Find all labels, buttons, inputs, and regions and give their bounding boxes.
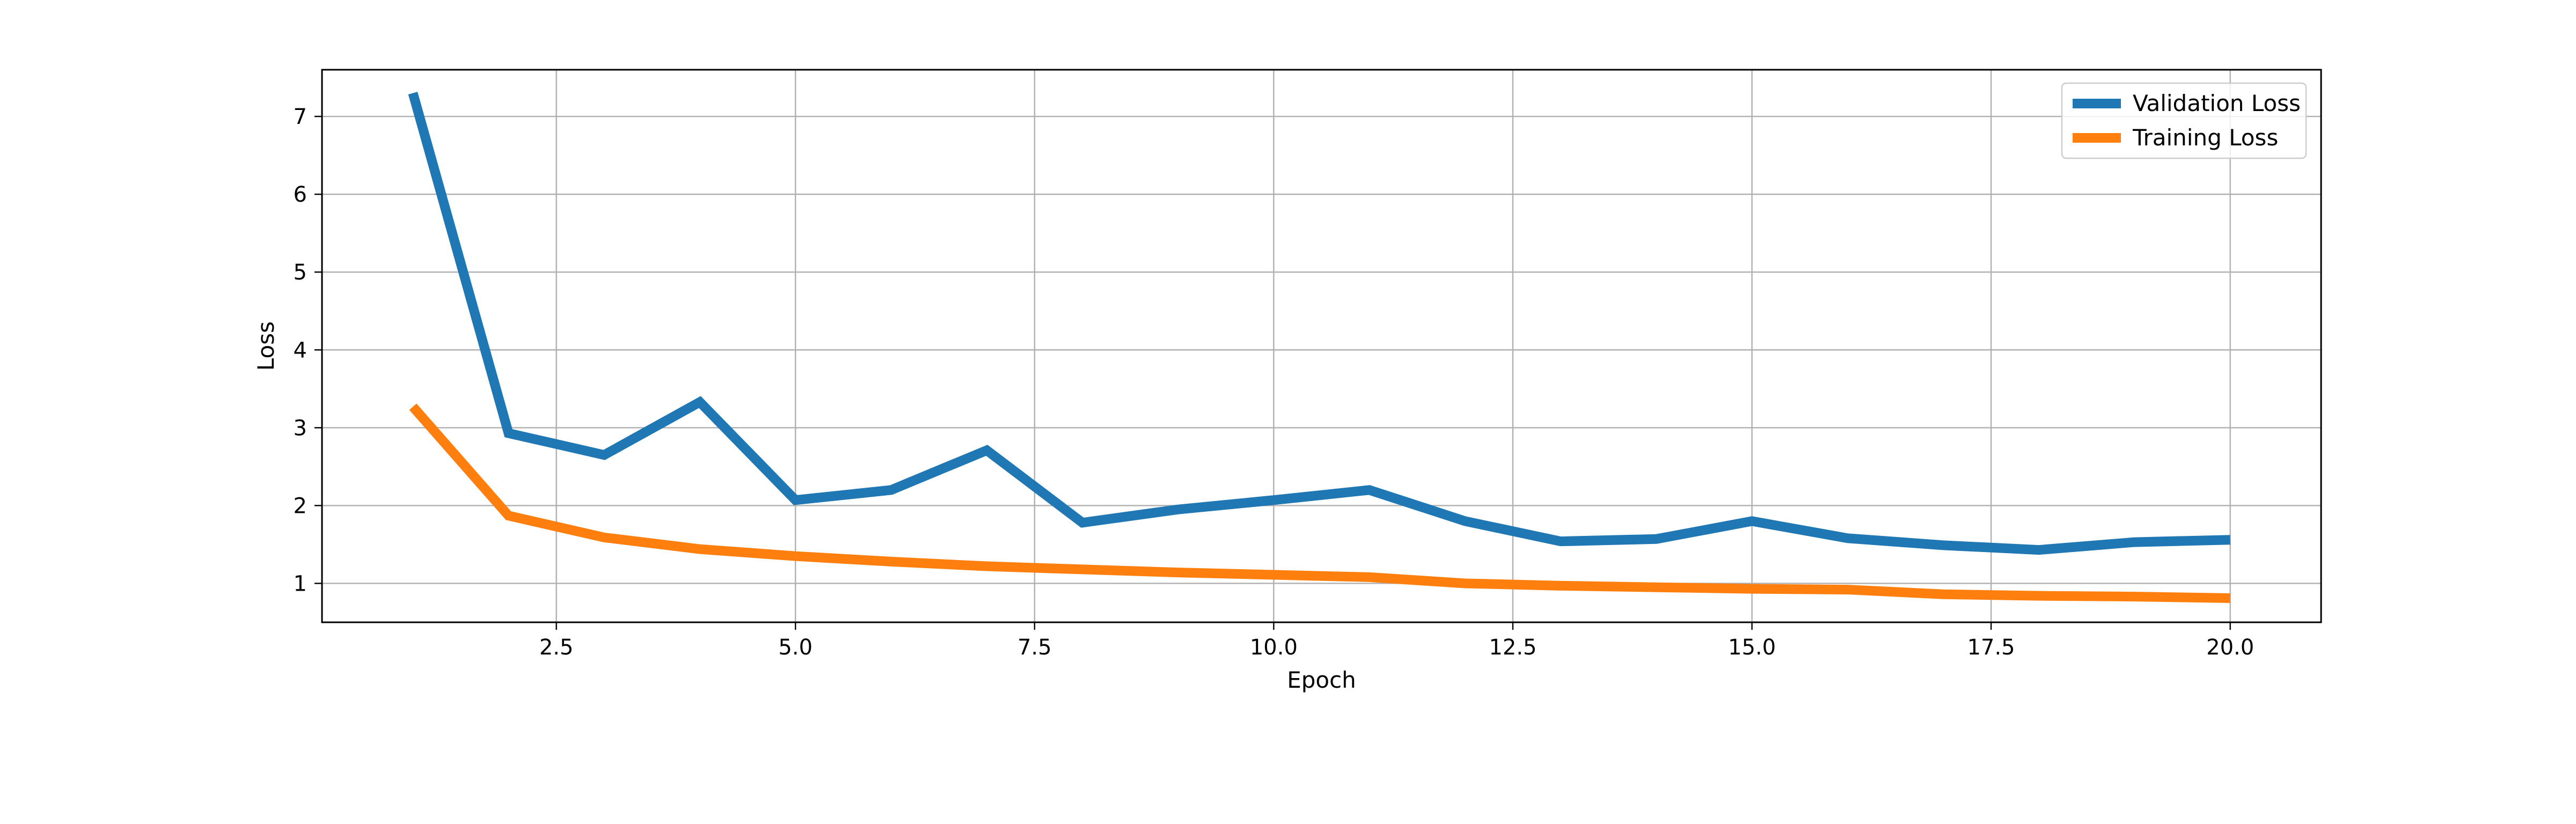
grid xyxy=(322,70,2321,622)
series-line-validation-loss xyxy=(408,92,2230,555)
x-tick-label: 5.0 xyxy=(778,635,813,660)
legend-box xyxy=(2061,82,2307,159)
y-axis-ticks: 1 2 3 4 5 6 7 xyxy=(294,105,322,596)
x-tick-label: 17.5 xyxy=(1967,635,2015,660)
x-tick-label: 12.5 xyxy=(1489,635,1536,660)
y-axis-label: Loss xyxy=(253,321,279,371)
series-line-training-loss xyxy=(409,403,2230,604)
y-tick-label: 3 xyxy=(294,416,307,440)
y-tick-label: 6 xyxy=(294,182,307,207)
plot-frame xyxy=(321,69,2322,623)
legend: Validation Loss Training Loss xyxy=(2061,82,2307,159)
x-axis-label: Epoch xyxy=(1287,667,1356,693)
y-tick-label: 4 xyxy=(294,338,307,363)
x-tick-label: 7.5 xyxy=(1018,635,1052,660)
legend-label: Validation Loss xyxy=(2133,90,2301,116)
x-tick-label: 10.0 xyxy=(1250,635,1298,660)
x-tick-label: 2.5 xyxy=(539,635,574,660)
y-tick-label: 5 xyxy=(294,260,307,285)
legend-label: Training Loss xyxy=(2132,124,2278,151)
series-lines xyxy=(408,92,2230,604)
y-tick-label: 2 xyxy=(294,494,307,518)
x-axis-ticks: 2.5 5.0 7.5 10.0 12.5 15.0 17.5 20.0 xyxy=(539,622,2254,660)
x-tick-label: 20.0 xyxy=(2206,635,2254,660)
y-tick-label: 7 xyxy=(294,105,307,129)
y-tick-label: 1 xyxy=(294,571,307,596)
x-tick-label: 15.0 xyxy=(1728,635,1776,660)
